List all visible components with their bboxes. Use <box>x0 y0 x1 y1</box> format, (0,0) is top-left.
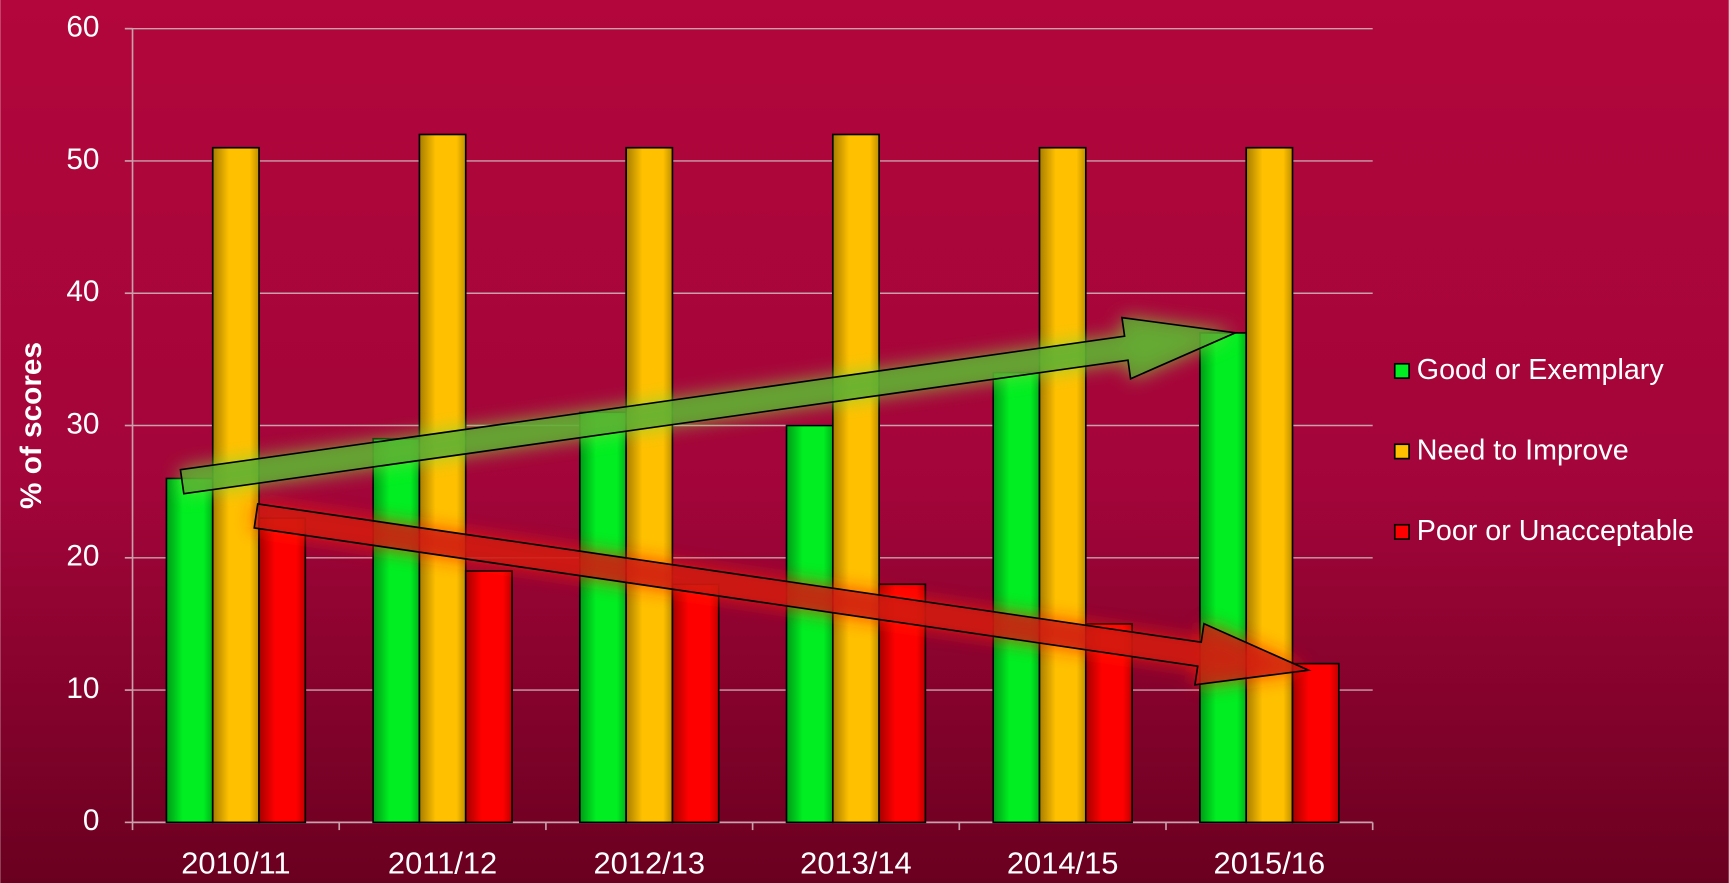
legend-label: Need to Improve <box>1417 435 1629 467</box>
bar <box>418 133 467 824</box>
y-tick-label: 0 <box>83 804 100 837</box>
bar <box>785 424 834 824</box>
bar <box>372 437 421 824</box>
bar <box>1199 332 1248 824</box>
legend-swatch <box>1393 443 1410 460</box>
bar <box>464 570 513 824</box>
bar <box>578 411 627 824</box>
y-tick-label: 20 <box>66 540 99 573</box>
trend-arrows <box>179 316 1312 686</box>
bar <box>625 146 674 824</box>
legend-label: Poor or Unacceptable <box>1417 515 1694 547</box>
bar <box>1038 146 1087 824</box>
x-tick-label: 2010/11 <box>181 846 290 881</box>
y-tick-label: 60 <box>66 11 99 44</box>
bar <box>1291 662 1340 824</box>
y-tick-label: 30 <box>66 407 99 440</box>
y-tick-label: 40 <box>66 275 99 308</box>
grid <box>124 27 1374 831</box>
bar <box>831 133 880 824</box>
labels: % of scores 0 10 20 30 40 50 60 2010/11 2011/12 2… <box>15 11 1694 881</box>
bar <box>992 371 1041 824</box>
bar <box>671 583 720 824</box>
bar <box>1245 146 1294 824</box>
legend-label: Good or Exemplary <box>1417 354 1665 386</box>
x-tick-label: 2014/15 <box>1007 846 1119 881</box>
bar <box>165 477 214 824</box>
y-axis-label: % of scores <box>15 342 48 509</box>
x-tick-label: 2015/16 <box>1214 846 1326 881</box>
x-tick-label: 2011/12 <box>388 846 497 881</box>
bar <box>258 517 307 824</box>
y-tick-label: 50 <box>66 143 99 176</box>
legend-swatch <box>1393 523 1410 540</box>
legend-swatch <box>1393 362 1410 379</box>
up-arrow <box>179 316 1239 495</box>
y-tick-label: 10 <box>66 672 99 705</box>
down-arrow <box>253 502 1312 686</box>
x-tick-label: 2013/14 <box>800 846 912 881</box>
x-tick-label: 2012/13 <box>593 846 705 881</box>
